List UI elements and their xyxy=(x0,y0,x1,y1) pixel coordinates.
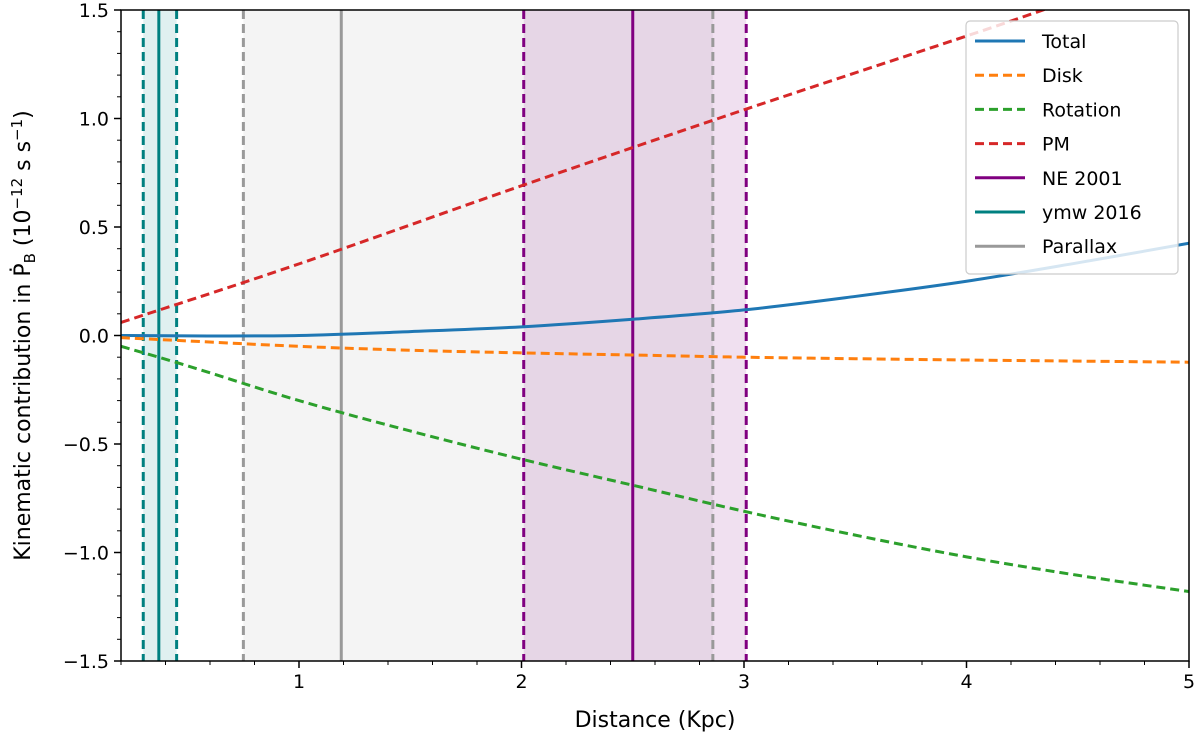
legend-label: ymw 2016 xyxy=(1042,202,1142,224)
y-tick-label: −1.5 xyxy=(63,651,109,673)
y-axis-label-units-suffix: ) xyxy=(11,110,36,119)
legend-label: Disk xyxy=(1042,65,1083,87)
y-axis-label-main: Kinematic contribution in Ṗ xyxy=(10,263,36,560)
y-axis-label: Kinematic contribution in ṖB (10−12 s s−… xyxy=(8,110,39,561)
y-axis-label-units-prefix: (10 xyxy=(11,210,36,254)
legend-label: Parallax xyxy=(1042,236,1117,258)
y-tick-label: −0.5 xyxy=(63,434,109,456)
series-total xyxy=(121,241,1189,338)
y-tick-label: 1.0 xyxy=(79,109,109,131)
shaded-bands xyxy=(143,10,747,661)
y-axis-label-subscript: B xyxy=(21,253,39,263)
series-pm xyxy=(121,10,1048,324)
y-axis-label-units-mid: s s xyxy=(11,141,36,178)
ne2001-band xyxy=(523,10,747,661)
y-tick-label: 0.5 xyxy=(79,217,109,239)
y-axis-label-exponent: −12 xyxy=(8,178,26,210)
y-tick-label: 0.0 xyxy=(79,326,109,348)
x-axis-label: Distance (Kpc) xyxy=(575,708,736,733)
legend: Total Disk Rotation PM NE 2001 ymw 2016 Parall… xyxy=(965,20,1179,275)
x-tick-label: 4 xyxy=(960,671,972,693)
legend-label: PM xyxy=(1042,134,1070,156)
x-tick-label: 3 xyxy=(738,671,750,693)
legend-label: Total xyxy=(1041,31,1086,53)
x-tick-label: 1 xyxy=(293,671,305,693)
axes: 1 2 3 4 5 −1.5 −1.0 −0.5 0.0 0.5 1.0 1.5 xyxy=(63,0,1195,693)
x-tick-label: 5 xyxy=(1183,671,1195,693)
legend-label: Rotation xyxy=(1042,99,1121,121)
y-axis-label-exponent-2: −1 xyxy=(8,119,26,141)
y-tick-label: 1.5 xyxy=(79,0,109,22)
y-tick-label: −1.0 xyxy=(63,543,109,565)
x-tick-label: 2 xyxy=(515,671,527,693)
legend-label: NE 2001 xyxy=(1042,168,1123,190)
series-disk xyxy=(121,336,1189,364)
series-lines xyxy=(121,10,1189,594)
